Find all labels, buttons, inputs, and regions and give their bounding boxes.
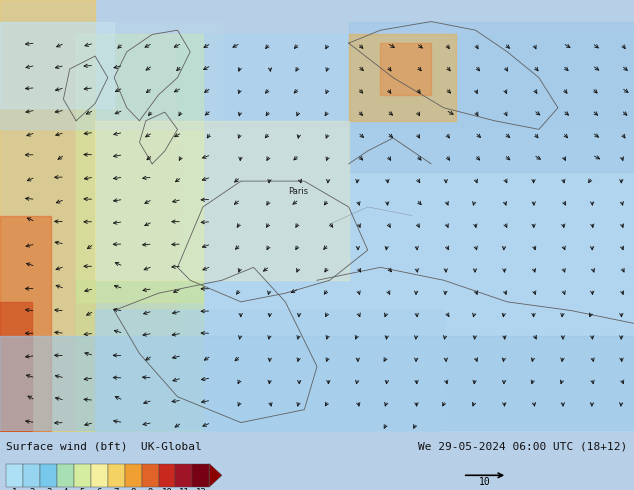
Text: 2: 2 — [29, 488, 34, 490]
Bar — [141, 464, 158, 487]
Bar — [40, 464, 57, 487]
Bar — [108, 464, 125, 487]
Text: 12: 12 — [195, 488, 206, 490]
Bar — [192, 464, 209, 487]
Bar — [57, 464, 74, 487]
Text: 6: 6 — [96, 488, 102, 490]
Text: 5: 5 — [80, 488, 85, 490]
Text: Paris: Paris — [288, 187, 308, 196]
Text: 1: 1 — [12, 488, 18, 490]
Bar — [23, 464, 40, 487]
Text: Surface wind (bft)  UK-Global: Surface wind (bft) UK-Global — [6, 442, 202, 452]
Polygon shape — [209, 464, 222, 487]
Bar — [6, 464, 23, 487]
Text: 10: 10 — [479, 477, 491, 487]
Text: 8: 8 — [131, 488, 136, 490]
Text: 11: 11 — [179, 488, 189, 490]
Bar — [158, 464, 176, 487]
Text: We 29-05-2024 06:00 UTC (18+12): We 29-05-2024 06:00 UTC (18+12) — [418, 442, 628, 452]
Text: 4: 4 — [63, 488, 68, 490]
Bar — [74, 464, 91, 487]
Bar — [125, 464, 141, 487]
Text: 7: 7 — [113, 488, 119, 490]
Text: 3: 3 — [46, 488, 51, 490]
Bar — [176, 464, 192, 487]
Bar — [91, 464, 108, 487]
Text: 9: 9 — [147, 488, 153, 490]
Text: 10: 10 — [162, 488, 172, 490]
